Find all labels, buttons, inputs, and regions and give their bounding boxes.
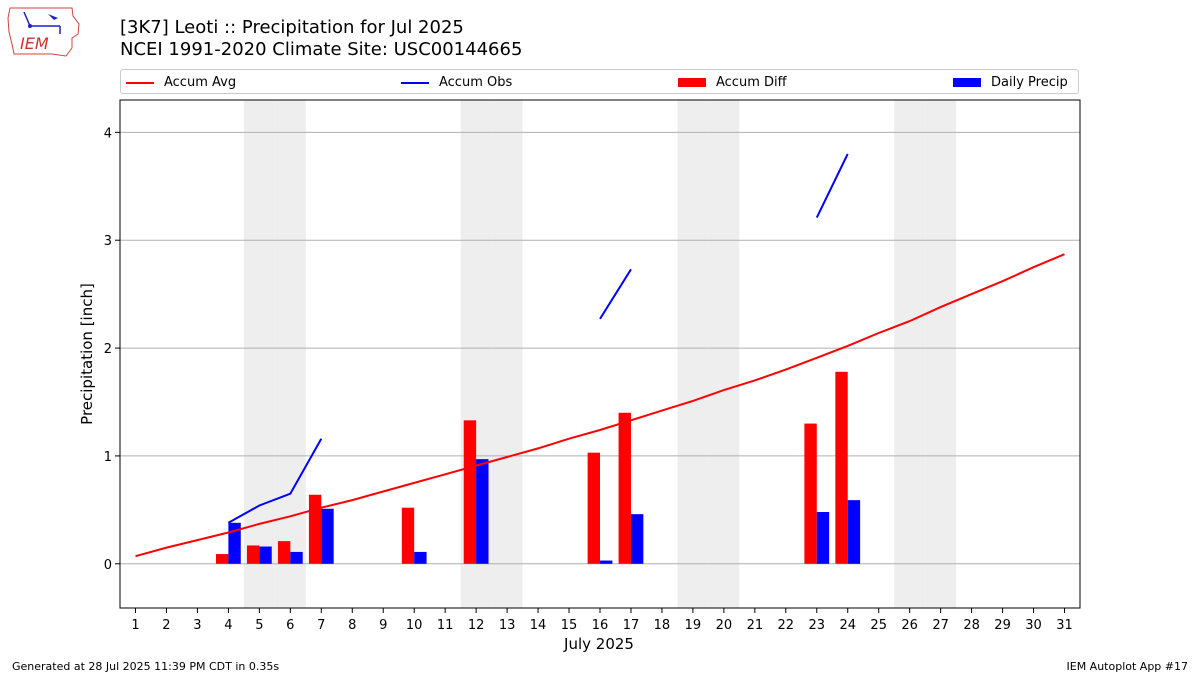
x-tick-label-19: 19: [685, 618, 702, 633]
x-tick-label-17: 17: [623, 618, 640, 633]
x-tick-label-14: 14: [530, 618, 547, 633]
x-tick-label-6: 6: [286, 618, 294, 633]
y-tick-label-1: 1: [104, 450, 112, 465]
chart-legend: Accum Avg Accum Obs Accum Diff Daily Pre…: [120, 69, 1079, 94]
legend-label-daily-precip: Daily Precip: [991, 75, 1068, 90]
weekend-shade-5: [243, 100, 275, 608]
accum-diff-bar-24: [835, 371, 848, 564]
accum-diff-bar-5: [246, 545, 260, 564]
accum-obs-line-1: [227, 438, 323, 524]
x-tick-label-22: 22: [778, 618, 795, 633]
accum-diff-bar-6: [277, 541, 291, 564]
daily-precip-bar-5: [259, 546, 272, 564]
weekend-shade-13: [491, 100, 523, 608]
weekend-shade-19: [677, 100, 709, 608]
line-layer: [135, 153, 1065, 558]
footer-generated-text: Generated at 28 Jul 2025 11:39 PM CDT in…: [12, 660, 280, 673]
accum-diff-bar-23: [804, 423, 817, 564]
x-tick-label-28: 28: [963, 618, 980, 633]
x-axis-label: July 2025: [563, 635, 634, 653]
accum-diff-bar-12: [463, 420, 477, 564]
gridline-layer: [120, 131, 1080, 565]
y-tick-label-2: 2: [104, 342, 112, 357]
legend-swatch-accum-diff: [678, 78, 706, 87]
x-tick-label-20: 20: [716, 618, 733, 633]
x-tick-label-30: 30: [1025, 618, 1042, 633]
weekend-shade-6: [274, 100, 306, 608]
footer-app-text: IEM Autoplot App #17: [1066, 660, 1189, 673]
accum-diff-bar-17: [618, 412, 631, 564]
daily-precip-bar-12: [476, 459, 489, 564]
accum-diff-bar-10: [401, 507, 415, 564]
x-tick-label-5: 5: [255, 618, 263, 633]
daily-precip-bar-10: [414, 551, 427, 564]
y-tick-label-3: 3: [104, 234, 112, 249]
accum-diff-bar-4: [216, 554, 229, 564]
accum-diff-bar-16: [587, 452, 600, 564]
y-tick-label-0: 0: [104, 558, 112, 573]
x-tick-label-2: 2: [162, 618, 170, 633]
x-tick-label-18: 18: [654, 618, 671, 633]
accum-obs-line-3: [815, 153, 849, 219]
weekend-shade-20: [708, 100, 740, 608]
chart-subtitle: NCEI 1991-2020 Climate Site: USC00144665: [120, 39, 523, 60]
legend-label-accum-diff: Accum Diff: [716, 75, 787, 90]
legend-swatch-accum-obs: [401, 81, 429, 84]
x-tick-label-24: 24: [839, 618, 856, 633]
daily-precip-bar-4: [228, 522, 241, 564]
x-tick-label-31: 31: [1056, 618, 1073, 633]
daily-precip-bar-23: [816, 512, 830, 564]
legend-swatch-accum-avg: [126, 81, 154, 84]
accum-obs-line-2: [599, 268, 632, 320]
legend-item-accum-avg: Accum Avg: [126, 70, 236, 95]
x-tick-label-3: 3: [193, 618, 201, 633]
x-tick-label-13: 13: [499, 618, 516, 633]
legend-swatch-daily-precip: [953, 78, 981, 87]
x-tick-label-10: 10: [406, 618, 423, 633]
x-tick-label-4: 4: [224, 618, 232, 633]
weekend-shade-12: [460, 100, 492, 608]
svg-text:IEM: IEM: [20, 34, 49, 53]
x-tick-label-21: 21: [747, 618, 764, 633]
legend-item-accum-diff: Accum Diff: [678, 70, 787, 95]
bar-layer: [216, 371, 861, 564]
x-tick-label-12: 12: [468, 618, 485, 633]
x-tick-label-11: 11: [437, 618, 454, 633]
x-tick-label-26: 26: [901, 618, 918, 633]
legend-item-accum-obs: Accum Obs: [401, 70, 512, 95]
x-tick-label-9: 9: [379, 618, 387, 633]
accum-diff-bar-7: [308, 494, 322, 564]
daily-precip-bar-16: [600, 560, 613, 564]
legend-label-accum-avg: Accum Avg: [164, 75, 237, 90]
x-tick-label-25: 25: [870, 618, 887, 633]
x-tick-label-16: 16: [592, 618, 609, 633]
x-tick-label-15: 15: [561, 618, 578, 633]
weekend-shade-26: [894, 100, 926, 608]
daily-precip-bar-24: [847, 500, 861, 564]
x-tick-label-23: 23: [809, 618, 826, 633]
legend-item-daily-precip: Daily Precip: [953, 70, 1068, 95]
weekend-shade-27: [925, 100, 957, 608]
x-tick-label-8: 8: [348, 618, 356, 633]
daily-precip-bar-6: [290, 551, 303, 564]
x-tick-label-7: 7: [317, 618, 325, 633]
plot-frame: [119, 99, 1081, 609]
x-tick-label-1: 1: [131, 618, 139, 633]
weekend-shading-layer: [243, 100, 957, 608]
x-tick-label-27: 27: [932, 618, 949, 633]
daily-precip-bar-7: [321, 508, 334, 564]
accum-avg-line: [135, 253, 1065, 558]
legend-label-accum-obs: Accum Obs: [439, 75, 513, 90]
y-axis-label: Precipitation [inch]: [78, 283, 96, 425]
y-tick-label-4: 4: [104, 126, 112, 141]
daily-precip-bar-17: [630, 514, 644, 564]
x-tick-label-29: 29: [994, 618, 1011, 633]
chart-title: [3K7] Leoti :: Precipitation for Jul 202…: [120, 17, 464, 38]
iem-logo: IEM: [7, 7, 80, 57]
